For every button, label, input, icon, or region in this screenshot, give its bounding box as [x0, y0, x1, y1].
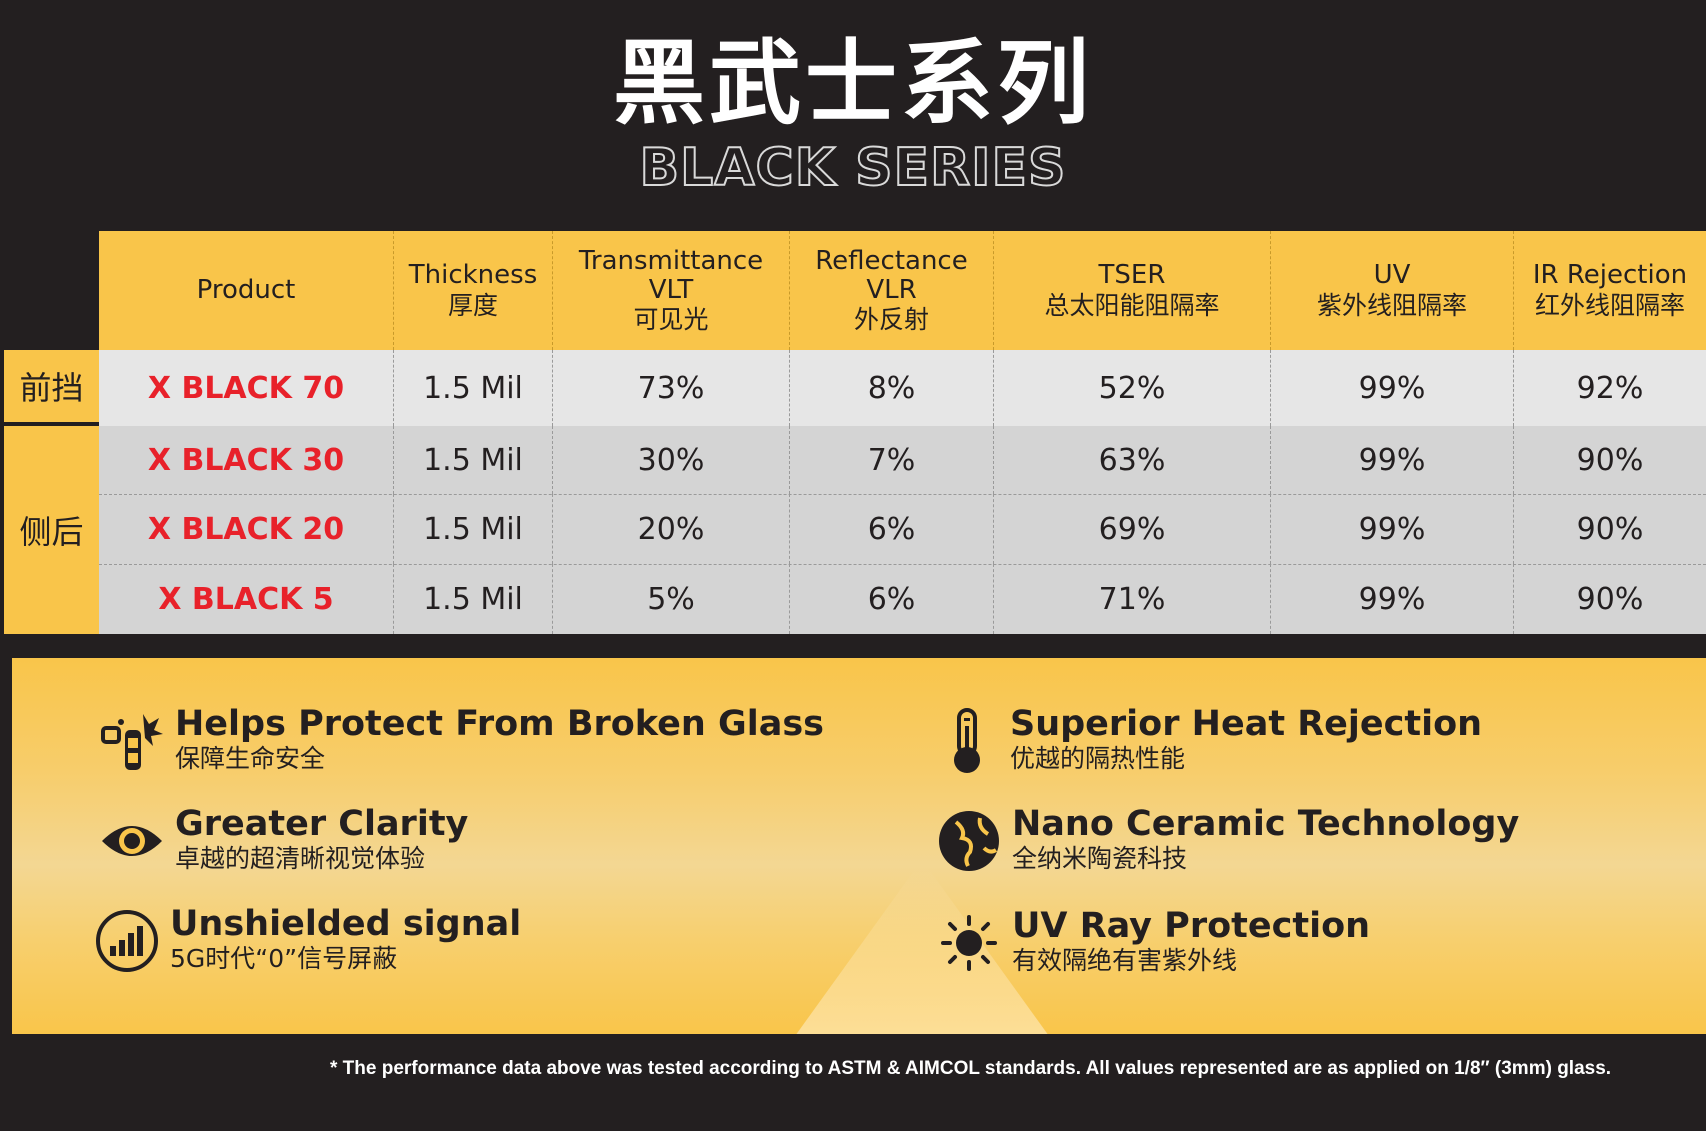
vlr-value: 8%	[790, 350, 994, 426]
vlt-value: 30%	[553, 426, 790, 494]
vlr-value: 6%	[790, 564, 994, 634]
thickness-value: 1.5 Mil	[394, 426, 553, 494]
title-en: BLACK SERIES	[639, 138, 1067, 198]
feature-nano-ceramic: Nano Ceramic Technology 全纳米陶瓷科技	[934, 806, 1519, 876]
thickness-value: 1.5 Mil	[394, 494, 553, 564]
tser-value: 63%	[994, 426, 1271, 494]
vlt-value: 73%	[553, 350, 790, 426]
feature-subtitle: 卓越的超清晰视觉体验	[175, 843, 426, 873]
header-label: TSER	[1098, 260, 1166, 291]
header-label-cn: 紫外线阻隔率	[1316, 291, 1467, 321]
header-label-cn: 厚度	[447, 291, 498, 321]
feature-subtitle: 5G时代“0”信号屏蔽	[170, 943, 398, 973]
feature-subtitle: 保障生命安全	[175, 743, 326, 773]
header-label-cn: 红外线阻隔率	[1534, 291, 1685, 321]
feature-heat: Superior Heat Rejection 优越的隔热性能	[932, 706, 1482, 776]
uv-value: 99%	[1271, 564, 1514, 634]
header-transmittance: Transmittance VLT 可见光	[553, 231, 790, 350]
table-row: X BLACK 30 1.5 Mil 30% 7% 63% 99% 90%	[99, 426, 1706, 494]
vlt-value: 5%	[553, 564, 790, 634]
table-row: X BLACK 70 1.5 Mil 73% 8% 52% 99% 92%	[99, 350, 1706, 426]
group-label: 前挡	[19, 369, 84, 407]
tser-value: 52%	[994, 350, 1271, 426]
globe-icon	[934, 806, 1004, 876]
feature-subtitle: 有效隔绝有害紫外线	[1012, 945, 1238, 975]
vlr-value: 7%	[790, 426, 994, 494]
header-tser: TSER 总太阳能阻隔率	[994, 231, 1271, 350]
header-label: IR Rejection	[1532, 260, 1688, 291]
title-cn: 黑武士系列	[612, 30, 1093, 137]
feature-title: Helps Protect From Broken Glass	[175, 704, 824, 744]
feature-title: Nano Ceramic Technology	[1012, 804, 1520, 844]
header-label-sub: VLR	[866, 274, 917, 305]
header-label-cn: 可见光	[633, 305, 709, 335]
header-uv: UV 紫外线阻隔率	[1271, 231, 1514, 350]
header-label: Product	[196, 275, 296, 306]
header-label-cn: 外反射	[853, 305, 929, 335]
feature-clarity: Greater Clarity 卓越的超清晰视觉体验	[97, 806, 468, 876]
feature-uv: UV Ray Protection 有效隔绝有害紫外线	[934, 908, 1370, 978]
thickness-value: 1.5 Mil	[394, 350, 553, 426]
feature-title: UV Ray Protection	[1012, 906, 1371, 946]
thickness-value: 1.5 Mil	[394, 564, 553, 634]
signal-icon	[92, 906, 162, 976]
header-reflectance: Reflectance VLR 外反射	[790, 231, 994, 350]
product-name: X BLACK 70	[99, 350, 394, 426]
header-label: Transmittance	[578, 246, 764, 277]
feature-broken-glass: Helps Protect From Broken Glass 保障生命安全	[97, 706, 824, 776]
vlr-value: 6%	[790, 494, 994, 564]
header-label: Thickness	[408, 260, 538, 291]
group-front: 前挡	[4, 350, 99, 422]
feature-signal: Unshielded signal 5G时代“0”信号屏蔽	[92, 906, 521, 976]
broken-glass-icon	[97, 706, 167, 776]
row-divider	[99, 564, 1706, 565]
ir-value: 90%	[1576, 442, 1644, 478]
uv-value: 99%	[1271, 350, 1514, 426]
ir-value: 90%	[1576, 511, 1644, 547]
header-label: Reflectance	[815, 246, 968, 277]
header-label: UV	[1373, 260, 1411, 291]
product-name: X BLACK 5	[99, 564, 394, 634]
footnote: * The performance data above was tested …	[330, 1058, 1612, 1079]
uv-value: 99%	[1271, 426, 1514, 494]
feature-subtitle: 全纳米陶瓷科技	[1012, 843, 1188, 873]
tser-value: 71%	[994, 564, 1271, 634]
feature-title: Superior Heat Rejection	[1010, 704, 1483, 744]
header-label-cn: 总太阳能阻隔率	[1044, 291, 1220, 321]
sun-icon	[934, 908, 1004, 978]
ir-value: 90%	[1576, 581, 1644, 617]
product-name: X BLACK 30	[99, 426, 394, 494]
table-row: X BLACK 20 1.5 Mil 20% 6% 69% 99% 90%	[99, 494, 1706, 564]
feature-title: Greater Clarity	[175, 804, 469, 844]
header-label-sub: VLT	[648, 274, 694, 305]
table-row: X BLACK 5 1.5 Mil 5% 6% 71% 99% 90%	[99, 564, 1706, 634]
group-label: 侧后	[19, 513, 84, 551]
uv-value: 99%	[1271, 494, 1514, 564]
header-ir: IR Rejection 红外线阻隔率	[1514, 231, 1706, 350]
feature-title: Unshielded signal	[170, 904, 522, 944]
feature-subtitle: 优越的隔热性能	[1010, 743, 1186, 773]
product-name: X BLACK 20	[99, 494, 394, 564]
group-side-rear: 侧后	[4, 426, 99, 634]
features-panel: Helps Protect From Broken Glass 保障生命安全 G…	[12, 658, 1706, 1034]
eye-icon	[97, 806, 167, 876]
header-product: Product	[99, 231, 394, 350]
header-thickness: Thickness 厚度	[394, 231, 553, 350]
ir-value: 92%	[1576, 370, 1644, 406]
thermometer-icon	[932, 706, 1002, 776]
vlt-value: 20%	[553, 494, 790, 564]
tser-value: 69%	[994, 494, 1271, 564]
row-divider	[99, 494, 1706, 495]
spec-table: Product Thickness 厚度 Transmittance VLT 可…	[0, 231, 1706, 634]
